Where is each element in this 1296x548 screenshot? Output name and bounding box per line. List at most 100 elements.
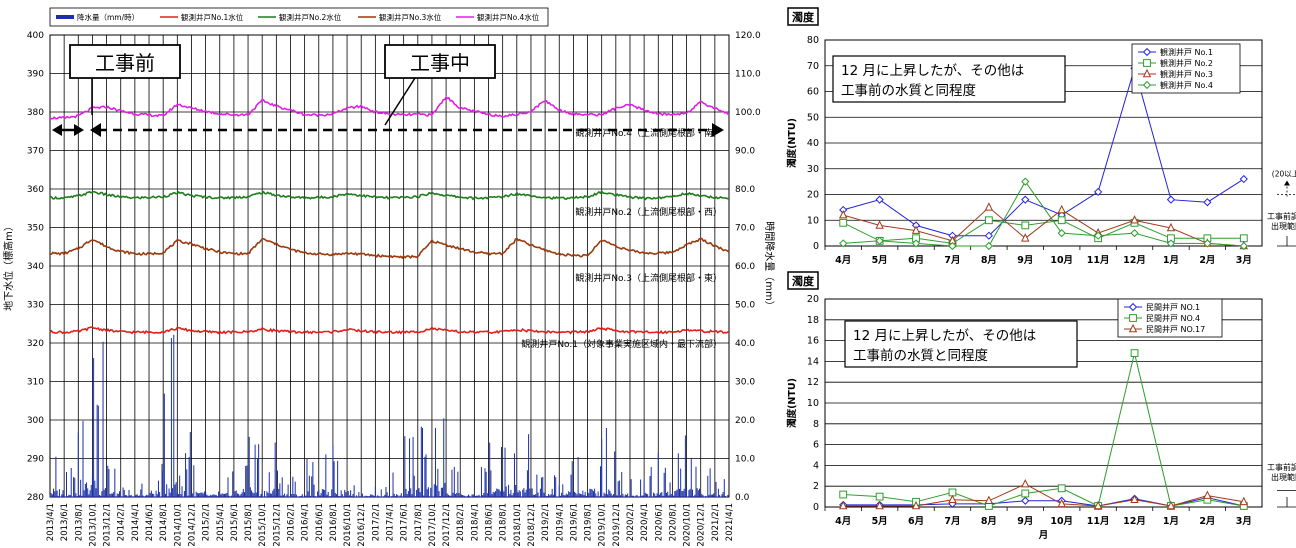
x-tick-label: 2019/12/1 [612,503,622,547]
y2-tick-label: 20.0 [735,416,755,426]
callout-box-1 [832,55,1066,103]
chart-title-box-2 [787,271,819,290]
data-point [1094,187,1103,197]
range-note-line1: 工事前調査 [1267,211,1296,221]
x-tick-label: 2017/4/1 [386,503,396,541]
range-note-top: (20以上) [1272,170,1296,179]
data-point [1166,222,1176,232]
legend-marker [1142,68,1152,78]
callout-pointer-during [384,77,416,126]
data-point [1130,215,1139,224]
y2-tick-label: 40.0 [735,339,755,349]
data-point [1239,174,1248,184]
y-tick-label: 8 [813,419,819,430]
y-tick-label: 2 [813,481,819,492]
x-tick-label: 3月 [1236,516,1252,527]
y-tick-label: 350 [27,224,44,234]
data-point [984,241,993,251]
x-tick-label: 2019/4/1 [555,503,565,541]
data-point [875,220,884,229]
data-point [1021,195,1030,204]
x-tick-label: 2020/8/1 [668,503,678,541]
y2-tick-label: 30.0 [735,378,755,388]
data-point [1057,204,1066,214]
x-tick-label: 11月 [1087,516,1110,527]
x-tick-label: 10月 [1050,255,1073,266]
y-axis-label: 地下水位（標高m） [2,221,15,311]
legend-marker [1142,47,1152,57]
legend-label: 観測井戸 No.4 [1160,80,1213,90]
data-point [1057,229,1066,238]
y2-axis-label: 時間降水量（mm） [763,221,776,310]
legend-marker [1129,314,1137,322]
range-note-arrow [1284,180,1290,186]
callout-box-during [384,44,496,79]
x-tick-label: 4月 [835,516,851,527]
data-point [984,202,994,211]
y-tick-label: 300 [27,416,44,426]
y-tick-label: 16 [807,336,819,347]
y-tick-label: 12 [807,377,819,388]
arrow-before-head-left [52,124,62,136]
data-point [1130,349,1139,357]
x-tick-label: 2019/8/1 [584,503,594,541]
y2-tick-label: 10.0 [735,455,755,465]
y-tick-label: 60 [807,87,819,98]
y-tick-label: 80 [807,35,819,46]
x-tick-label: 2013/6/1 [60,503,70,541]
x-tick-label: 2021/2/1 [711,503,721,541]
series-line-3 [49,326,730,335]
well-label: 観測井戸No.2（上流側尾根部・西） [575,206,722,218]
x-tick-label: 10月 [1050,516,1073,527]
data-point [838,500,848,510]
x-tick-label: 2017/6/1 [400,503,410,541]
y-tick-label: 20 [807,294,819,305]
y-tick-label: 370 [27,147,44,157]
x-tick-label: 2021/4/1 [725,503,735,541]
legend-label: 観測井戸 No.2 [1160,58,1213,68]
x-tick-label: 3月 [1236,255,1252,266]
y2-tick-label: 80.0 [735,185,755,195]
y-tick-label: 280 [27,493,44,503]
x-tick-label: 2020/4/1 [640,503,650,541]
legend-label: 観測井戸No.1水位 [181,12,244,22]
callout-box-2 [844,320,1078,368]
x-tick-label: 2016/6/1 [315,503,325,541]
y-tick-label: 10 [807,398,819,409]
y-tick-label: 360 [27,185,44,195]
x-tick-label: 2018/10/1 [513,503,523,547]
x-tick-label: 2020/12/1 [697,503,707,547]
y-tick-label: 18 [807,315,819,326]
legend-marker [1142,80,1152,90]
range-note-line1: 工事前調査 [1267,462,1296,472]
y2-tick-label: 60.0 [735,262,755,272]
x-tick-label: 2015/10/1 [258,503,268,547]
range-note-line2: 出現範囲 [1271,221,1296,231]
legend-label: 民間井戸 NO.17 [1146,324,1205,334]
data-point [1021,233,1030,242]
legend-label: 降水量（mm/時） [77,12,139,22]
x-tick-label: 2015/8/1 [244,503,254,541]
legend-label: 民間井戸 NO.1 [1146,302,1200,312]
x-tick-label: 2019/10/1 [598,503,608,547]
series-line-1-1 [842,219,1244,244]
data-point [1239,496,1249,506]
data-point [1239,234,1248,243]
data-point [875,236,884,245]
x-tick-label: 2016/10/1 [343,503,353,547]
data-point [1203,490,1212,499]
data-point [984,231,993,240]
legend-label: 観測井戸No.4水位 [477,12,540,22]
y-tick-label: 70 [807,61,819,72]
x-tick-label: 1月 [1163,255,1179,266]
data-point [1130,494,1139,504]
x-tick-label: 2018/2/1 [456,503,466,541]
x-tick-label: 2015/6/1 [230,503,240,541]
y-axis-label: 濁度(NTU) [786,378,798,428]
data-point [875,195,884,204]
arrow-before-head-right [74,124,84,136]
legend-label: 観測井戸 No.3 [1160,69,1213,79]
y-tick-label: 400 [27,31,44,41]
legend-marker [1143,59,1151,67]
x-tick-label: 2018/12/1 [527,503,537,547]
